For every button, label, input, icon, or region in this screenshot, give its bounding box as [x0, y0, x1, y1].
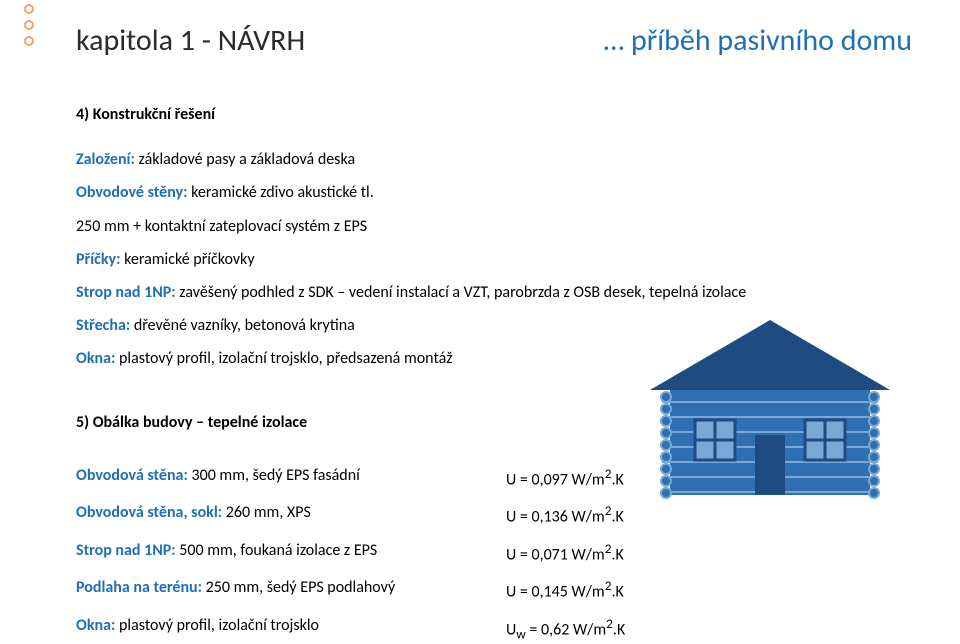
u-value: U = 0,145 W/m2.K	[506, 576, 624, 604]
envelope-spec: Obvodová stěna, sokl: 260 mm, XPS	[76, 501, 506, 529]
item-value: keramické zdivo akustické tl.	[187, 183, 373, 202]
chapter-title: kapitola 1 - NÁVRH	[76, 22, 305, 59]
spec-label: Strop nad 1NP:	[76, 541, 176, 560]
spec-value: 250 mm, šedý EPS podlahový	[202, 578, 395, 597]
house-icon	[640, 310, 900, 510]
u-value: Uw = 0,62 W/m2.K	[506, 614, 625, 644]
construction-item: 250 mm + kontaktní zateplovací systém z …	[76, 215, 912, 238]
house-illustration	[640, 310, 900, 510]
envelope-row: Podlaha na terénu: 250 mm, šedý EPS podl…	[76, 576, 912, 604]
item-label: Obvodové stěny:	[76, 183, 187, 202]
item-value: keramické příčkovky	[121, 250, 255, 269]
envelope-row: Strop nad 1NP: 500 mm, foukaná izolace z…	[76, 539, 912, 567]
spec-label: Okna:	[76, 616, 115, 635]
item-label: Příčky:	[76, 250, 121, 269]
item-label: Okna:	[76, 349, 115, 368]
spec-label: Podlaha na terénu:	[76, 578, 202, 597]
construction-item: Příčky: keramické příčkovky	[76, 248, 912, 271]
envelope-spec: Podlaha na terénu: 250 mm, šedý EPS podl…	[76, 576, 506, 604]
spec-value: 260 mm, XPS	[222, 503, 311, 522]
section4-title: 4) Konstrukční řešení	[76, 103, 912, 126]
spec-value: 500 mm, foukaná izolace z EPS	[176, 541, 378, 560]
item-label: Střecha:	[76, 316, 130, 335]
item-value: plastový profil, izolační trojsklo, před…	[115, 349, 452, 368]
spec-label: Obvodová stěna:	[76, 466, 188, 485]
page: kapitola 1 - NÁVRH … příběh pasivního do…	[0, 0, 960, 618]
construction-item: Obvodové stěny: keramické zdivo akustick…	[76, 181, 912, 204]
story-title: … příběh pasivního domu	[604, 22, 912, 59]
item-value: 250 mm + kontaktní zateplovací systém z …	[76, 217, 367, 236]
ornament-circle	[24, 4, 34, 14]
spec-value: plastový profil, izolační trojsklo	[115, 616, 319, 635]
u-value: U = 0,097 W/m2.K	[506, 464, 624, 492]
construction-item: Založení: základové pasy a základová des…	[76, 148, 912, 171]
item-value: základové pasy a základová deska	[135, 150, 355, 169]
envelope-spec: Okna: plastový profil, izolační trojsklo	[76, 614, 506, 644]
u-value: U = 0,071 W/m2.K	[506, 539, 624, 567]
spec-value: 300 mm, šedý EPS fasádní	[188, 466, 360, 485]
envelope-row: Okna: plastový profil, izolační trojsklo…	[76, 614, 912, 644]
ornament-circle	[24, 20, 34, 30]
spec-label: Obvodová stěna, sokl:	[76, 503, 222, 522]
item-value: dřevěné vazníky, betonová krytina	[130, 316, 355, 335]
side-ornament	[24, 4, 34, 46]
envelope-spec: Obvodová stěna: 300 mm, šedý EPS fasádní	[76, 464, 506, 492]
header: kapitola 1 - NÁVRH … příběh pasivního do…	[48, 22, 912, 59]
u-value: U = 0,136 W/m2.K	[506, 501, 624, 529]
item-label: Strop nad 1NP:	[76, 283, 176, 302]
item-label: Založení:	[76, 150, 135, 169]
item-value: zavěšený podhled z SDK – vedení instalac…	[176, 283, 746, 302]
envelope-spec: Strop nad 1NP: 500 mm, foukaná izolace z…	[76, 539, 506, 567]
ornament-circle	[24, 36, 34, 46]
construction-item: Strop nad 1NP: zavěšený podhled z SDK – …	[76, 281, 912, 304]
